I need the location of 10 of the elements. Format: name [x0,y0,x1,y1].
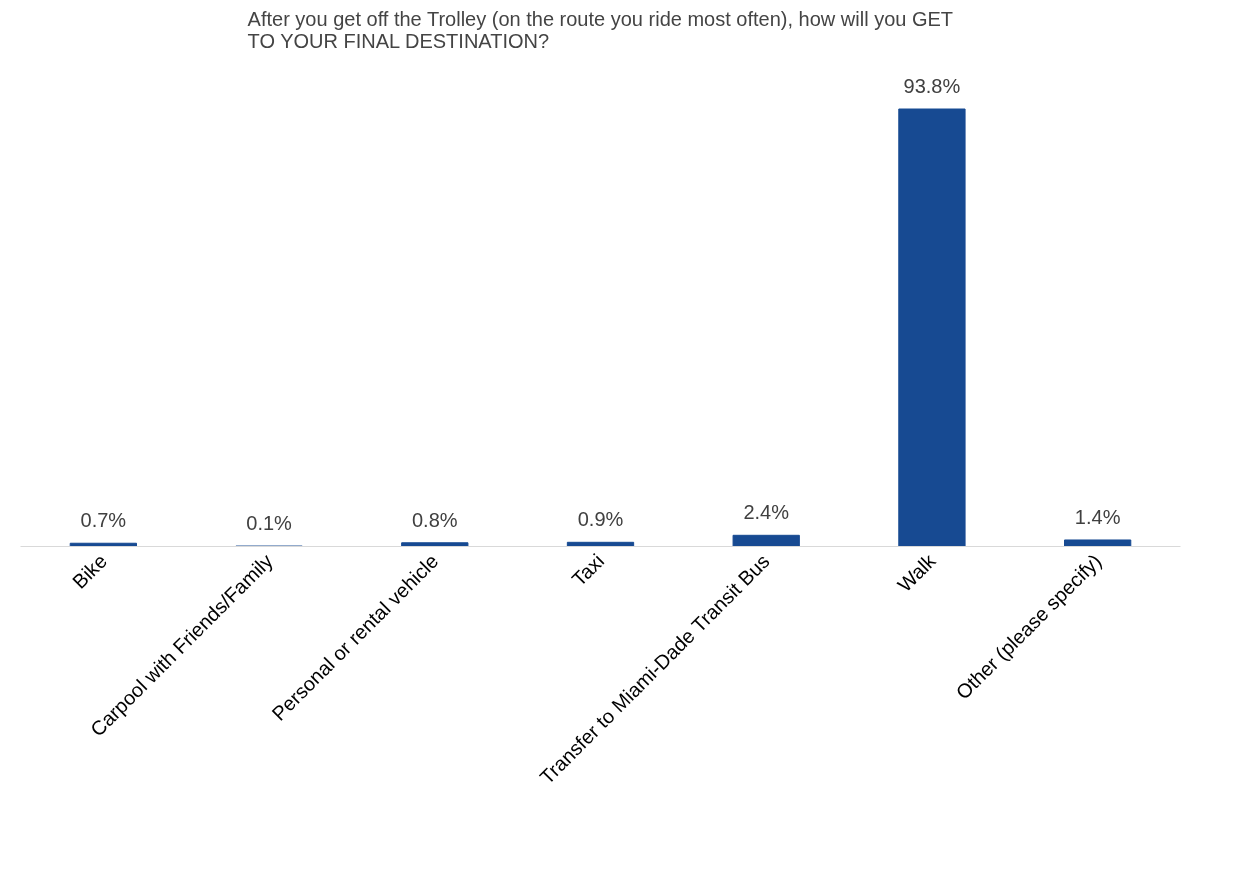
x-tick-label: Taxi [567,549,609,591]
chart-title: After you get off the Trolley (on the route you ride most often), how will you GET TO YOUR FINAL DESTINATION? [247,7,954,52]
data-label: 93.8% [903,75,961,97]
data-label: 0.1% [246,512,293,535]
data-label: 0.7% [80,509,127,532]
x-tick-label: Bike [68,549,112,593]
data-label: 2.4% [743,501,790,524]
data-label: 0.9% [577,508,624,531]
data-label: 1.4% [1074,505,1121,528]
data-label: 0.8% [411,508,458,531]
